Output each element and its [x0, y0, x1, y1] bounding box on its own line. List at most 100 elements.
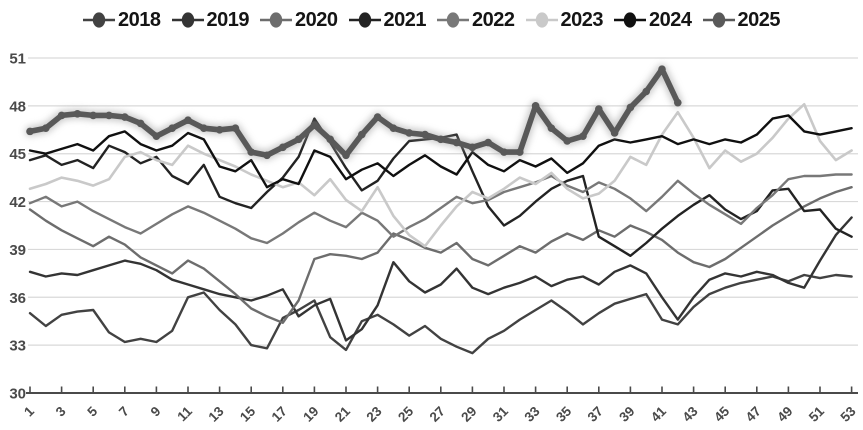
- series-line-2022: [28, 173, 853, 245]
- x-axis-label: 51: [806, 403, 828, 425]
- x-axis-label: 53: [837, 403, 859, 425]
- series-marker-2025: [531, 102, 540, 110]
- chart-legend: 2018 2019 2020 2021 2022 2023 2024 2025: [0, 2, 863, 38]
- gridlines: [28, 57, 858, 346]
- series-marker-2025: [626, 103, 635, 112]
- series-marker-2025: [516, 148, 524, 156]
- legend-item-2021: 2021: [348, 8, 427, 32]
- legend-label: 2023: [560, 8, 604, 31]
- series-line-2025: [27, 66, 681, 159]
- series-marker-2025: [231, 124, 240, 132]
- x-axis-label: 23: [363, 403, 385, 425]
- x-axis-label: 47: [743, 404, 764, 425]
- series-line-2020: [28, 185, 853, 324]
- series-marker-2025: [200, 124, 208, 132]
- x-axis-label: 41: [648, 403, 670, 425]
- x-axis-label: 43: [679, 403, 701, 425]
- x-axis-label: 33: [521, 403, 543, 425]
- x-axis-label: 29: [458, 404, 479, 425]
- legend-item-2020: 2020: [260, 9, 338, 32]
- x-axis-label: 19: [300, 404, 321, 425]
- legend-label: 2021: [383, 8, 427, 31]
- x-axis-label: 7: [116, 404, 132, 420]
- series-marker-2025: [247, 148, 255, 156]
- legend-label: 2019: [206, 8, 250, 31]
- y-axis-label: 39: [9, 242, 26, 259]
- series-2024: [28, 114, 853, 189]
- series-2023: [28, 103, 853, 248]
- legend-label: 2020: [295, 8, 338, 31]
- series-marker-2025: [563, 137, 571, 145]
- series-marker-2025: [326, 135, 335, 144]
- series-marker-2025: [168, 124, 176, 132]
- legend-item-2022: 2022: [437, 9, 515, 32]
- series-marker-2025: [595, 105, 603, 113]
- series-marker-2025: [579, 132, 587, 140]
- x-axis-label: 9: [148, 404, 164, 420]
- x-axis-label: 35: [553, 403, 575, 425]
- x-axis: [26, 386, 858, 394]
- series-marker-2025: [121, 113, 129, 121]
- x-axis-label: 27: [427, 404, 448, 425]
- x-axis-label: 15: [237, 403, 259, 425]
- y-axis-label: 42: [9, 194, 26, 211]
- legend-label: 2018: [118, 8, 161, 31]
- legend-item-2018: 2018: [83, 9, 161, 32]
- legend-marker-icon: [437, 12, 469, 28]
- x-axis-label: 31: [490, 403, 512, 425]
- legend-marker-icon: [614, 12, 646, 28]
- series-marker-2025: [547, 124, 556, 132]
- series-marker-2025: [484, 138, 493, 147]
- series-marker-2025: [105, 111, 113, 120]
- legend-label: 2022: [472, 8, 515, 31]
- series-marker-2025: [279, 143, 287, 152]
- series-marker-2025: [342, 151, 350, 160]
- series-2020: [28, 185, 853, 324]
- x-axis-label: 37: [585, 404, 606, 425]
- x-axis-label: 21: [332, 403, 354, 425]
- x-axis-label: 13: [205, 403, 227, 425]
- series-2018: [28, 273, 853, 355]
- series-marker-2025: [642, 87, 650, 96]
- series-marker-2025: [373, 113, 382, 121]
- series-marker-2025: [57, 111, 66, 120]
- series-marker-2025: [136, 119, 145, 128]
- x-axis-label: 25: [395, 403, 417, 425]
- series-marker-2025: [452, 138, 461, 147]
- series-marker-2025: [263, 151, 271, 160]
- legend-marker-icon: [525, 12, 558, 28]
- x-axis-label: 11: [174, 403, 195, 424]
- legend-marker-icon: [702, 12, 735, 28]
- y-axis-label: 48: [9, 98, 26, 115]
- legend-marker-icon: [348, 12, 381, 28]
- series-marker-2025: [658, 65, 666, 73]
- x-axis-label: 1: [21, 403, 37, 419]
- series-line-2019: [28, 216, 853, 342]
- legend-marker-icon: [260, 12, 292, 28]
- legend-label: 2024: [649, 8, 692, 31]
- series-line-2024: [28, 114, 853, 189]
- y-axis-label: 33: [9, 338, 26, 355]
- series-marker-2025: [184, 116, 192, 125]
- legend-label: 2025: [737, 8, 781, 31]
- series-2025: [25, 64, 683, 161]
- x-axis-label: 39: [616, 404, 637, 425]
- series-marker-2025: [405, 129, 414, 137]
- legend-item-2025: 2025: [702, 8, 781, 32]
- series-marker-2025: [294, 135, 303, 144]
- series-2019: [28, 216, 853, 342]
- y-axis-label: 45: [9, 146, 26, 163]
- legend-item-2023: 2023: [525, 8, 604, 32]
- series-marker-2025: [358, 130, 366, 139]
- y-axis-labels: 30 33 36 39 42 45 48 51: [9, 51, 26, 403]
- legend-marker-icon: [171, 12, 204, 28]
- legend-marker-icon: [83, 12, 115, 28]
- x-axis-label: 17: [269, 404, 290, 425]
- series-marker-2025: [610, 129, 619, 137]
- series-line-2018: [28, 273, 853, 355]
- y-axis-label: 51: [9, 51, 26, 68]
- series-marker-2025: [215, 125, 224, 134]
- series-marker-2025: [674, 98, 682, 107]
- legend-item-2019: 2019: [171, 8, 250, 32]
